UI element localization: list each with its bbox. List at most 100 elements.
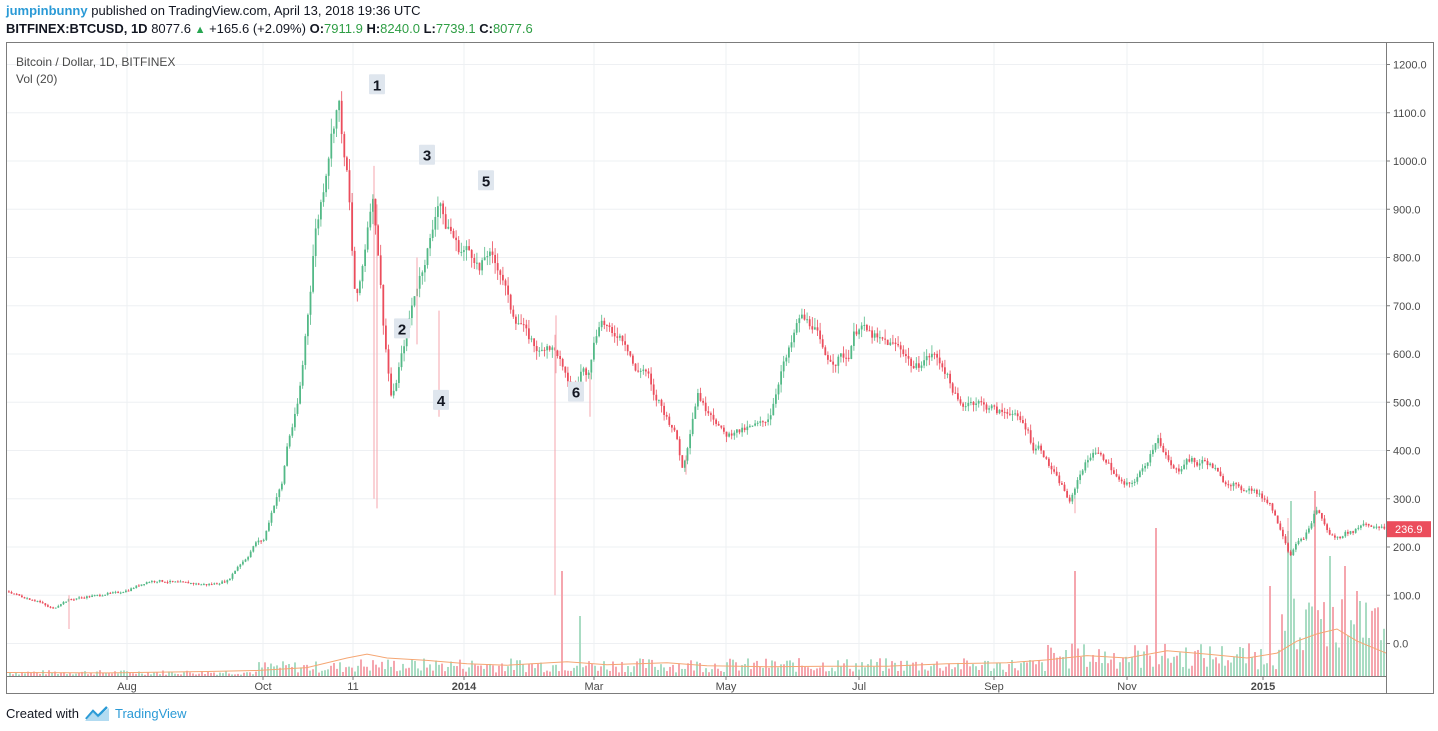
chart-panel[interactable]: 0.0 100.0 200.0 300.0 400.0 500.0 600.0 700.0 80… xyxy=(6,42,1434,694)
candle-body xyxy=(593,342,595,360)
tradingview-link[interactable]: TradingView xyxy=(114,705,187,721)
volume-bar xyxy=(1311,606,1313,676)
candle-body xyxy=(972,401,975,405)
volume-bar xyxy=(150,674,152,676)
volume-bar xyxy=(435,660,437,676)
volume-bar xyxy=(765,658,767,676)
volume-bar xyxy=(1251,657,1253,676)
candle-body xyxy=(1061,483,1063,485)
candle-body xyxy=(1349,531,1352,534)
volume-bar xyxy=(264,662,266,676)
candle-body xyxy=(1209,463,1211,466)
volume-bar xyxy=(36,672,38,676)
volume-bar xyxy=(96,671,98,676)
candle-body xyxy=(153,581,156,583)
candle-body xyxy=(845,357,847,359)
candle-body xyxy=(535,346,538,352)
volume-bar xyxy=(459,659,461,676)
volume-bar xyxy=(84,671,86,676)
volume-bar xyxy=(981,665,983,676)
candle-body xyxy=(351,202,353,251)
candle-body xyxy=(1092,452,1094,458)
candle-body xyxy=(905,354,907,357)
candle-body xyxy=(1271,503,1274,511)
candle-body xyxy=(1120,479,1123,482)
volume-bar xyxy=(156,671,158,676)
volume-bar xyxy=(390,666,392,676)
volume-bar xyxy=(480,665,482,676)
volume-bar xyxy=(1071,643,1073,676)
volume-bar xyxy=(495,672,497,676)
volume-bar xyxy=(321,670,323,676)
candle-body xyxy=(60,604,62,606)
candle-body xyxy=(1185,459,1188,465)
candle-body xyxy=(879,337,881,339)
candle-body xyxy=(876,333,879,338)
candle-body xyxy=(265,530,268,540)
candle-body xyxy=(1009,413,1011,415)
volume-bar xyxy=(453,665,455,676)
candle-body xyxy=(325,175,327,193)
volume-bar xyxy=(1344,566,1346,676)
candle-body xyxy=(1136,477,1139,482)
candle-body xyxy=(483,257,486,261)
volume-bar xyxy=(399,670,401,676)
candle-body xyxy=(1089,457,1092,461)
volume-bar xyxy=(12,674,14,676)
volume-bar xyxy=(1371,610,1373,676)
candle-body xyxy=(372,198,374,212)
candle-body xyxy=(785,357,788,362)
candle-body xyxy=(803,314,806,320)
price-tick-label: 0.0 xyxy=(1393,639,1408,651)
candle-body xyxy=(827,355,829,360)
volume-bar xyxy=(1278,649,1280,676)
candle-body xyxy=(294,413,296,428)
candle-body xyxy=(689,434,691,449)
author-link[interactable]: jumpinbunny xyxy=(6,3,88,18)
candle-body xyxy=(538,350,541,352)
candle-body xyxy=(1198,463,1201,466)
candle-body xyxy=(996,406,998,414)
volume-bar xyxy=(408,667,410,676)
volume-bar xyxy=(21,671,23,676)
candle-body xyxy=(28,598,31,600)
price-chart[interactable]: 0.0 100.0 200.0 300.0 400.0 500.0 600.0 700.0 80… xyxy=(7,43,1433,693)
candle-body xyxy=(1305,532,1308,539)
volume-bar xyxy=(432,670,434,676)
volume-bar xyxy=(30,672,32,676)
annotation-box xyxy=(369,74,385,95)
volume-bar xyxy=(1230,662,1232,676)
candle-body xyxy=(75,598,78,600)
candle-body xyxy=(673,427,676,431)
close-value: 8077.6 xyxy=(492,21,533,36)
volume-bar xyxy=(405,668,407,676)
volume-bar xyxy=(759,666,761,676)
volume-bar xyxy=(663,667,665,676)
candle-body xyxy=(769,415,772,420)
volume-bar xyxy=(879,658,881,676)
volume-bar xyxy=(1152,666,1154,676)
volume-bar xyxy=(783,664,785,676)
candle-body xyxy=(790,342,793,348)
volume-bar xyxy=(963,658,965,676)
candle-body xyxy=(437,206,439,217)
candle-body xyxy=(36,600,39,602)
volume-bar xyxy=(114,671,116,676)
volume-bar xyxy=(612,661,614,676)
candle-body xyxy=(977,401,980,404)
volume-bar xyxy=(621,661,623,676)
volume-bar xyxy=(1377,607,1379,676)
candle-body xyxy=(403,346,405,354)
volume-bar xyxy=(804,666,806,676)
candle-body xyxy=(140,584,143,586)
candle-body xyxy=(18,594,21,596)
volume-bar xyxy=(921,662,923,676)
volume-bar xyxy=(24,673,26,676)
candle-body xyxy=(663,405,665,415)
candle-body xyxy=(234,570,236,574)
candle-body xyxy=(1042,450,1045,458)
volume-bar xyxy=(684,668,686,676)
candle-body xyxy=(1297,540,1300,545)
last-price-label: 236.9 xyxy=(1395,524,1423,536)
volume-bar xyxy=(1164,643,1166,676)
